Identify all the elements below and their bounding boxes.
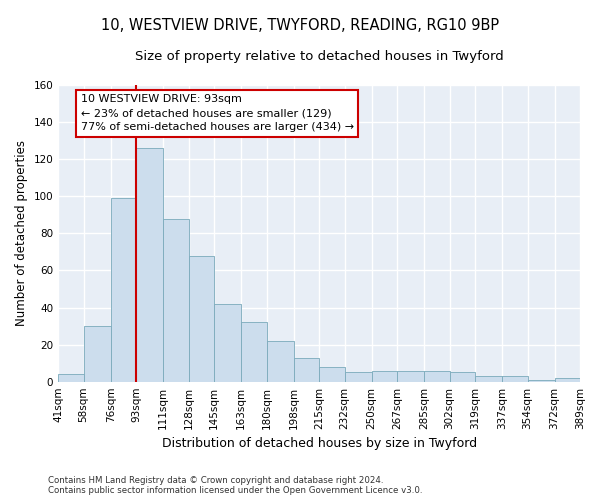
Bar [371,370,397,382]
Bar [266,341,293,382]
Bar [319,367,344,382]
Bar [502,376,527,382]
Bar [449,372,475,382]
Bar [83,326,110,382]
X-axis label: Distribution of detached houses by size in Twyford: Distribution of detached houses by size … [161,437,476,450]
Text: 10 WESTVIEW DRIVE: 93sqm
← 23% of detached houses are smaller (129)
77% of semi-: 10 WESTVIEW DRIVE: 93sqm ← 23% of detach… [80,94,354,132]
Bar [58,374,83,382]
Bar [554,378,580,382]
Bar [397,370,424,382]
Title: Size of property relative to detached houses in Twyford: Size of property relative to detached ho… [135,50,503,63]
Bar [163,218,188,382]
Bar [344,372,371,382]
Text: Contains HM Land Registry data © Crown copyright and database right 2024.
Contai: Contains HM Land Registry data © Crown c… [48,476,422,495]
Y-axis label: Number of detached properties: Number of detached properties [15,140,28,326]
Bar [214,304,241,382]
Bar [241,322,266,382]
Bar [293,358,319,382]
Bar [475,376,502,382]
Bar [424,370,449,382]
Text: 10, WESTVIEW DRIVE, TWYFORD, READING, RG10 9BP: 10, WESTVIEW DRIVE, TWYFORD, READING, RG… [101,18,499,32]
Bar [527,380,554,382]
Bar [136,148,163,382]
Bar [110,198,136,382]
Bar [188,256,214,382]
